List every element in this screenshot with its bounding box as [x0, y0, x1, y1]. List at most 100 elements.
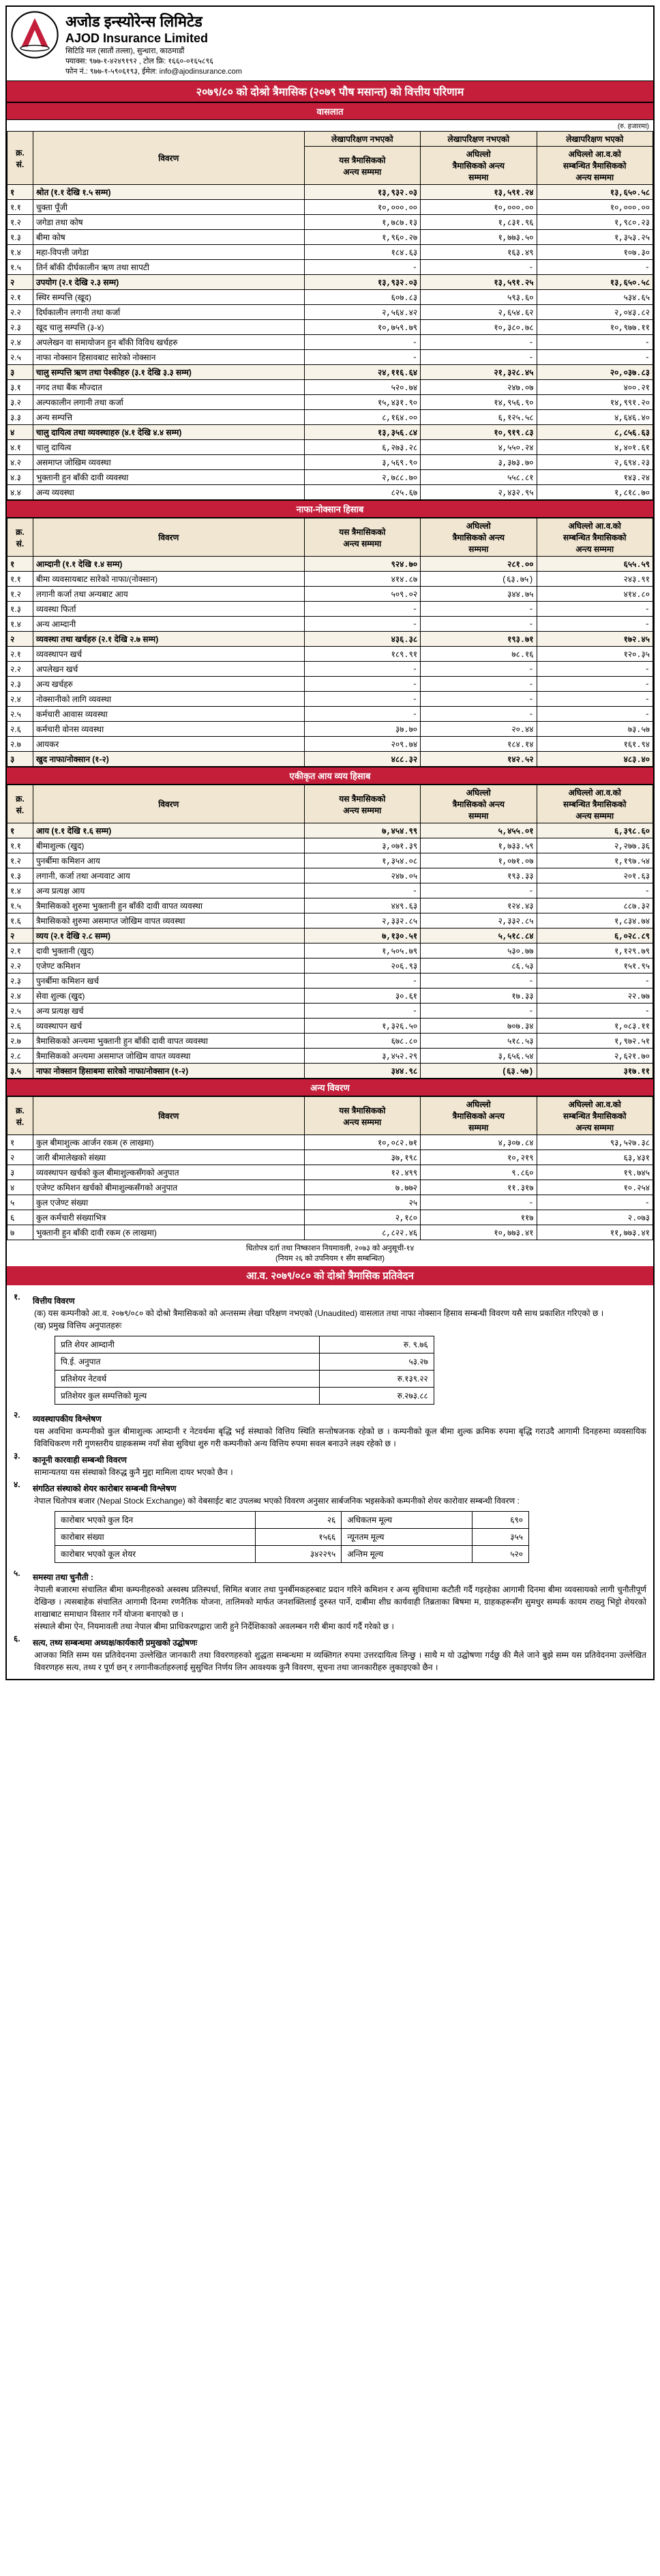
table-row: १.५त्रैमासिकको शुरुमा भुक्तानी हुन बाँकी…	[7, 898, 653, 913]
table-row: १आय (१.१ देखि १.६ सम्म)७,४५४.९९५,४५५.०१६…	[7, 823, 653, 838]
table-row: ३.३अन्य सम्पत्ति८,१६४.००६,१२५.५८४,६४६.४०	[7, 410, 653, 425]
table-row: ४.२असमाप्त जोखिम व्यवस्था३,५६९.९०३,३७३.७…	[7, 455, 653, 470]
table-row: २.४सेवा शुल्क (खुद)३०.६११७.३३२२.७७	[7, 989, 653, 1004]
table-row: ३.५नाफा नोक्सान हिसाबमा सारेको नाफा/नोक्…	[7, 1064, 653, 1079]
note-4-text: नेपाल धितोपत्र बजार (Nepal Stock Exchang…	[34, 1495, 646, 1507]
header: अजोड इन्स्योरेन्स लिमिटेड AJOD Insurance…	[7, 7, 653, 80]
trade-table: कारोबार भएको कुल दिन२६अधिकतम मूल्य६९०कार…	[55, 1511, 529, 1563]
main-title: २०७९/८० को दोश्रो त्रैमासिक (२०७९ पौष मस…	[7, 80, 653, 102]
section-other: अन्य विवरण	[7, 1079, 653, 1096]
table-row: २.३पुनर्बीमा कमिशन खर्च---	[7, 974, 653, 989]
company-contact: फ्याक्स: ९७७-१-४२४९१९२ , टोल फ्रि: १६६०-…	[65, 56, 649, 66]
company-name-en: AJOD Insurance Limited	[65, 31, 649, 46]
table-row: २.५अन्य प्रत्यक्ष खर्च---	[7, 1004, 653, 1019]
unit-label: (रु. हजारमा)	[7, 120, 653, 131]
table-row: २.५कर्मचारी आवास व्यवस्था---	[7, 707, 653, 722]
table-row: २.४अपलेखन वा समायोजन हुन बाँकी विविध खर्…	[7, 335, 653, 350]
table-row: ३.१नगद तथा बैंक मौज्दात५२०.७४२४७.०७४००.२…	[7, 380, 653, 395]
note-3-text: सामान्यतया यस संस्थाको विरुद्ध कुनै मुद्…	[34, 1466, 646, 1478]
table-row: २.२एजेण्ट कमिशन२०६.९३८६.५३१५१.९५	[7, 958, 653, 974]
note-4-heading: संगठित संस्थाको शेयर कारोबार सम्बन्धी वि…	[33, 1482, 176, 1495]
table-row: ५कुल एजेण्ट संख्या२५--	[7, 1195, 653, 1210]
table-row: २.१स्थिर सम्पत्ति (खूद)६०७.८३५९३.६०५३४.६…	[7, 290, 653, 305]
table-row: २.१दावी भुक्तानी (खुद)१,५०५.७९५३०.७७१,१२…	[7, 943, 653, 958]
note-1b: (ख) प्रमुख वित्तिय अनुपातहरुः	[34, 1319, 646, 1332]
table-row: १.४अन्य आम्दानी---	[7, 617, 653, 632]
section-balance-sheet: वासलात	[7, 102, 653, 120]
profit-loss-table: क्र.सं.विवरणयस त्रैमासिककोअन्त्य सम्ममाअ…	[7, 518, 653, 767]
note-2-text: यस अवधिमा कम्पनीको कुल बीमाशुल्क आम्दानी…	[34, 1425, 646, 1450]
table-row: १.१बीमाशुल्क (खुद)३,०७१.३९१,७३३.५९२,२७७.…	[7, 838, 653, 853]
table-row: १श्रोत (१.१ देखि १.५ सम्म)१३,९३२.०३१३,५९…	[7, 185, 653, 200]
table-row: २.७आयकर२०९.७४१८४.१४१६१.९४	[7, 737, 653, 752]
report-pretitle: धितोपत्र दर्ता तथा निष्काशन नियमावली, २०…	[7, 1240, 653, 1266]
table-row: १कुल बीमाशुल्क आर्जन रकम (रु लाखमा)१०,०८…	[7, 1135, 653, 1150]
income-expense-table: क्र.सं.विवरणयस त्रैमासिककोअन्त्य सम्ममाअ…	[7, 785, 653, 1079]
balance-sheet-table: क्र.सं.विवरणलेखापरिक्षण नभएकोलेखापरिक्षण…	[7, 131, 653, 500]
section-income-expense: एकीकृत आय व्यय हिसाब	[7, 767, 653, 785]
company-name-ne: अजोड इन्स्योरेन्स लिमिटेड	[65, 11, 649, 31]
table-row: २.१व्यवस्थापन खर्च१८९.९१७८.१६१२०.३५	[7, 647, 653, 662]
trade-row: कारोबार भएको कुल दिन२६अधिकतम मूल्य६९०	[55, 1512, 529, 1529]
note-1a: (क) यस कम्पनीको आ.व. २०७९/०८० को दोश्रो …	[34, 1307, 646, 1319]
note-6-text: आजका मिति सम्म यस प्रतिवेदनमा उल्लेखित ज…	[34, 1649, 646, 1673]
table-row: २.६कर्मचारी वोनस व्यवस्था३७.७०२०.४४७३.५७	[7, 722, 653, 737]
table-row: ७भुक्तानी हुन बाँकी दावी रकम (रु लाखमा)८…	[7, 1225, 653, 1240]
table-row: १.२जगेडा तथा कोष१,७८७.१३१,८३१.९६१,९८०.२३	[7, 215, 653, 230]
table-row: २.४नोक्सानीको लागि व्यवस्था---	[7, 692, 653, 707]
table-row: १.५तिर्न बाँकी दीर्घकालीन ऋण तथा सापटी--…	[7, 260, 653, 275]
table-row: २.२अपलेखन खर्च---	[7, 662, 653, 677]
company-address: सिटिडि मल (सातौं तल्ला), सुन्धारा, काठमा…	[65, 46, 649, 56]
table-row: १.३लगानी, कर्जा तथा अन्यवाट आय२४७.०५१९३.…	[7, 868, 653, 883]
table-row: २व्यवस्था तथा खर्चहरु (२.१ देखि २.७ सम्म…	[7, 632, 653, 647]
table-row: १.६त्रैमासिकको शुरुमा असमाप्त जोखिम वापत…	[7, 913, 653, 928]
ratio-row: प्रतिशेयर कुल सम्पत्तिको मूल्यरु.२७३.८८	[55, 1388, 434, 1405]
table-row: ४एजेण्ट कमिशन खर्चको बीमाशुल्कसँगको अनुप…	[7, 1180, 653, 1195]
trade-row: कारोबार संख्या१५६६न्यूनतम मूल्य३५५	[55, 1529, 529, 1546]
table-row: ४चालु दायित्व तथा व्यवस्थाहरु (४.१ देखि …	[7, 425, 653, 440]
table-row: १.१चुक्ता पूँजी१०,०००.००१०,०००.००१०,०००.…	[7, 200, 653, 215]
table-row: ३.२अल्पकालीन लगानी तथा कर्जा१५,४३१.९०१४,…	[7, 395, 653, 410]
table-row: १.३व्यवस्था फिर्ता---	[7, 602, 653, 617]
table-row: २उपयोग (२.१ देखि २.३ सम्म)१३,९३२.०३१३,५९…	[7, 275, 653, 290]
table-row: २.६व्यवस्थापन खर्च१,३२६.५०७०७.३४१,०८३.११	[7, 1019, 653, 1034]
table-row: ३खुद नाफा/नोक्सान (१-२)४८८.३२१४२.५२४८३.४…	[7, 752, 653, 767]
note-2-heading: व्यवस्थापकीय विश्लेषण	[33, 1413, 102, 1425]
ratio-table: प्रति शेयर आम्दानीरु. ९.७६पि.ई. अनुपात५३…	[55, 1336, 434, 1405]
note-3-heading: कानूनी कारवाही सम्बन्धी विवरण	[33, 1454, 127, 1466]
table-row: २.३अन्य खर्चहरु---	[7, 677, 653, 692]
table-row: २व्यय (२.१ देखि २.८ सम्म)७,१३०.५१५,५१८.८…	[7, 928, 653, 943]
note-5-text: नेपाली बजारमा संचालित बीमा कम्पनीहरुको अ…	[34, 1583, 646, 1620]
table-row: ४.४अन्य व्यवस्था८२५.६७२,४३२.९५१,८१८.७०	[7, 485, 653, 500]
table-row: ३व्यवस्थापन खर्चको कुल बीमाशुल्कसँगको अन…	[7, 1165, 653, 1180]
ratio-row: प्रतिशेयर नेटवर्थरु.१३९.२२	[55, 1371, 434, 1388]
table-row: २जारी बीमालेखको संख्या३७,१९८१०,२१९६३,४३१	[7, 1150, 653, 1165]
table-row: ४.१चालु दायित्व६,२७३.२८४,५५०.२४४,४०१.६१	[7, 440, 653, 455]
other-details-table: क्र.सं.विवरणयस त्रैमासिककोअन्त्य सम्ममाअ…	[7, 1096, 653, 1240]
ratio-row: पि.ई. अनुपात५३.२७	[55, 1353, 434, 1371]
note-5-heading: समस्या तथा चुनौती :	[33, 1571, 93, 1583]
table-row: ६कुल कर्मचारी संख्याभित्र२,१८०११७२.०७३	[7, 1210, 653, 1225]
table-row: २.८त्रैमासिकको अन्त्यमा असमाप्त जोखिम वा…	[7, 1049, 653, 1064]
table-row: १.४महा-विपत्ती जगेडा१८४.६३१६३.४९१०७.३०	[7, 245, 653, 260]
table-row: १.१बीमा व्यवसायबाट सारेको नाफा/(नोक्सान)…	[7, 572, 653, 587]
report-title: आ.व. २०७९/०८० को दोश्रो त्रैमासिक प्रतिव…	[7, 1266, 653, 1285]
company-logo	[11, 11, 59, 59]
table-row: १.४अन्य प्रत्यक्ष आय---	[7, 883, 653, 898]
table-row: ३चालु सम्पत्ति ऋण तथा पेश्कीहरु (३.१ देख…	[7, 365, 653, 380]
table-row: १आम्दानी (१.१ देखि १.४ सम्म)९२४.७०२८१.००…	[7, 557, 653, 572]
table-row: २.२दिर्घकालीन लगानी तथा कर्जा२,५६४.४२२,६…	[7, 305, 653, 320]
section-profit-loss: नाफा-नोक्सान हिसाब	[7, 500, 653, 518]
company-fax: फोन नं.: ९७७-१-५९०६१९३, ईमेल: info@ajodi…	[65, 66, 649, 76]
table-row: ४.३भुक्तानी हुन बाँकी दावी व्यवस्था२,७८८…	[7, 470, 653, 485]
table-row: १.३बीमा कोष१,९६०.२७१,७७३.५०१,३५३.२५	[7, 230, 653, 245]
table-row: १.२पुनर्बीमा कमिशन आय१,३५४.०८१,०७१.०७१,१…	[7, 853, 653, 868]
trade-row: कारोबार भएको कूल शेयर३४२२९५अन्तिम मूल्य५…	[55, 1546, 529, 1563]
table-row: २.७त्रैमासिकको अन्त्यमा भुक्तानी हुन बाँ…	[7, 1034, 653, 1049]
table-row: २.३खूद चालु सम्पत्ति (३-४)१०,७५९.७९१०,३८…	[7, 320, 653, 335]
table-row: १.२लगानी कर्जा तथा अन्यबाट आय५०९.०२३४४.७…	[7, 587, 653, 602]
note-6-heading: सत्य, तथ्य सम्बन्धमा अध्यक्ष/कार्यकारी प…	[33, 1637, 197, 1649]
table-row: २.५नाफा नोक्सान हिसावबाट सारेको नोक्सान-…	[7, 350, 653, 365]
note-1-heading: वित्तीय विवरण	[33, 1295, 75, 1307]
notes-section: १.वित्तीय विवरण (क) यस कम्पनीको आ.व. २०७…	[7, 1285, 653, 1679]
